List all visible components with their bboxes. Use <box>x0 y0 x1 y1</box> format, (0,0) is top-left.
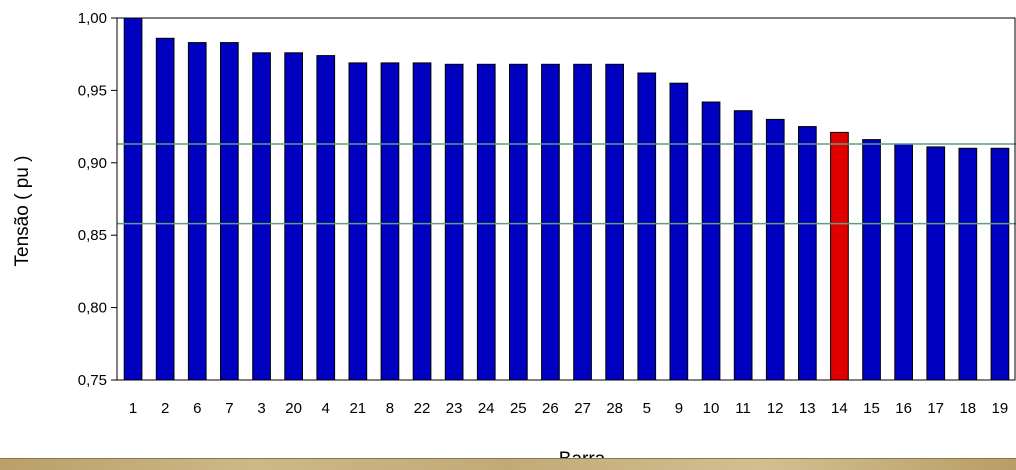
y-tick-labels: 0,75 0,80 0,85 0,90 0,95 1,00 <box>78 10 107 389</box>
bar-26 <box>541 63 560 381</box>
bar-28 <box>605 63 624 381</box>
bar-16 <box>894 143 913 381</box>
bar-27 <box>573 63 592 381</box>
plot-frame <box>116 17 1016 381</box>
y-tick-label: 1,00 <box>78 10 107 27</box>
bar-25 <box>509 63 528 381</box>
bar-3 <box>252 52 271 381</box>
bar-14 <box>830 131 849 381</box>
x-tick-label: 3 <box>257 400 265 417</box>
bar-23 <box>444 63 464 381</box>
y-tick-label: 0,90 <box>78 155 107 172</box>
x-tick-label: 9 <box>675 400 683 417</box>
x-tick-label: 20 <box>285 400 302 417</box>
x-tick-label: 10 <box>703 400 720 417</box>
x-tick-label: 27 <box>574 400 591 417</box>
x-tick-label: 4 <box>322 400 330 417</box>
plot-area <box>123 17 1010 381</box>
x-tick-label: 17 <box>927 400 944 417</box>
bar-24 <box>476 63 496 381</box>
bar-12 <box>765 118 785 381</box>
x-tick-label: 13 <box>799 400 816 417</box>
y-axis-title: Tensão ( pu ) <box>12 156 33 267</box>
x-tick-label: 21 <box>349 400 366 417</box>
x-tick-label: 15 <box>863 400 880 417</box>
y-tick-label: 0,75 <box>78 372 107 389</box>
x-tick-label: 16 <box>895 400 912 417</box>
x-tick-label: 26 <box>542 400 559 417</box>
x-tick-label: 6 <box>193 400 201 417</box>
bar-9 <box>669 82 689 381</box>
x-tick-label: 28 <box>606 400 623 417</box>
y-tick-label: 0,85 <box>78 227 107 244</box>
x-tick-label: 7 <box>225 400 233 417</box>
x-tick-label: 2 <box>161 400 169 417</box>
x-tick-label: 11 <box>735 400 751 417</box>
x-tick-label: 22 <box>414 400 431 417</box>
bar-1 <box>123 17 143 381</box>
bar-7 <box>220 42 239 381</box>
y-tick-label: 0,80 <box>78 300 107 317</box>
x-tick-label: 19 <box>992 400 1009 417</box>
bar-6 <box>187 42 207 381</box>
x-tick-labels: 1 2 6 7 3 20 4 21 8 22 23 24 25 26 27 28 5 9 10 11 12 13 14 15 1… <box>129 400 1008 417</box>
bar-20 <box>284 52 303 381</box>
x-tick-label: 18 <box>959 400 976 417</box>
bar-4 <box>316 55 336 381</box>
axes <box>111 17 1016 381</box>
x-tick-label: 14 <box>831 400 848 417</box>
x-tick-label: 8 <box>386 400 394 417</box>
bar-22 <box>412 62 432 381</box>
bar-17 <box>926 146 946 381</box>
x-tick-label: 24 <box>478 400 495 417</box>
x-tick-label: 1 <box>129 400 137 417</box>
bar-21 <box>348 62 368 381</box>
bar-18 <box>958 147 978 381</box>
x-tick-label: 12 <box>767 400 784 417</box>
bar-15 <box>862 139 881 381</box>
bar-13 <box>798 126 817 381</box>
bar-5 <box>637 72 657 381</box>
x-tick-label: 25 <box>510 400 527 417</box>
bar-8 <box>380 62 400 381</box>
x-tick-label: 5 <box>643 400 651 417</box>
bar-2 <box>155 37 175 381</box>
y-tick-label: 0,95 <box>78 82 107 99</box>
footer-decoration <box>0 458 1016 470</box>
bar-19 <box>990 147 1010 381</box>
reference-lines <box>117 143 1016 225</box>
x-tick-label: 23 <box>446 400 463 417</box>
bar-11 <box>733 110 753 381</box>
